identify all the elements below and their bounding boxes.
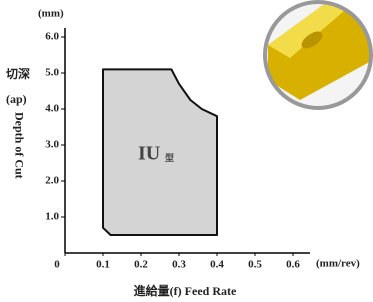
y-label: 切深 <box>6 66 30 81</box>
x-tick-label: 0.3 <box>172 259 186 271</box>
x-tick-label: 0.2 <box>134 259 148 271</box>
region-label-suffix: 型 <box>165 152 174 163</box>
y-tick-label: 3.0 <box>45 139 59 151</box>
x-unit: (mm/rev) <box>316 258 360 270</box>
x-tick-label: 0.6 <box>286 259 300 271</box>
y-label: (ap) <box>6 92 27 106</box>
y-unit: (mm) <box>38 8 64 20</box>
y-tick-label: 2.0 <box>45 175 59 187</box>
x-tick-label: 0.4 <box>210 259 224 271</box>
insert-photo <box>260 0 373 110</box>
y-tick-label: 5.0 <box>45 67 59 79</box>
y-tick-label: 1.0 <box>45 211 59 223</box>
y-label: Depth of Cut <box>12 112 26 179</box>
x-tick-label: 0.1 <box>96 259 110 271</box>
y-tick-label: 4.0 <box>45 103 59 115</box>
chart: (mm) (mm/rev) 切深 (ap) Depth of Cut 進給量(f… <box>0 0 373 302</box>
x-label: 進給量(f) Feed Rate <box>134 283 237 298</box>
y-tick-label: 6.0 <box>45 31 59 43</box>
x-tick-label: 0 <box>54 259 60 271</box>
x-tick-label: 0.5 <box>248 259 262 271</box>
region-label: IU <box>138 143 160 165</box>
